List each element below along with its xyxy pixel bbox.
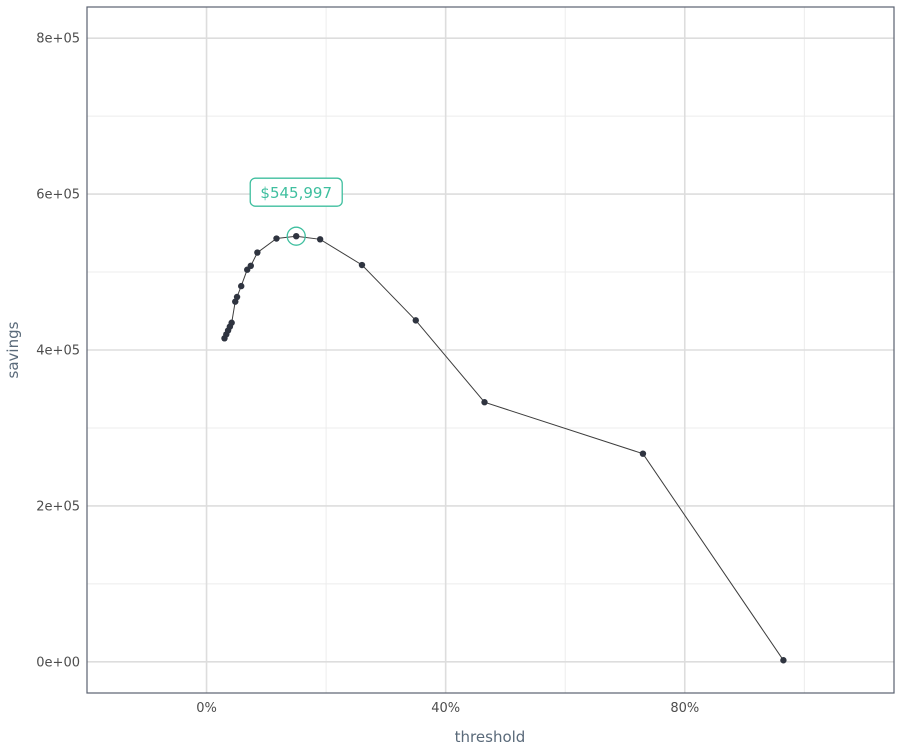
x-tick-label: 40% bbox=[431, 701, 460, 716]
x-axis-title: threshold bbox=[455, 728, 526, 746]
data-point bbox=[273, 235, 280, 242]
highlight-annotation: $545,997 bbox=[249, 177, 343, 246]
highlight-label: $545,997 bbox=[260, 184, 332, 202]
y-tick-label: 0e+00 bbox=[36, 655, 80, 670]
data-point bbox=[233, 293, 241, 301]
panel-border bbox=[86, 6, 895, 694]
x-axis-ticks: 0% 40% 80% bbox=[196, 701, 699, 716]
data-point bbox=[228, 319, 235, 326]
y-tick-label: 8e+05 bbox=[36, 32, 80, 47]
y-tick-label: 6e+05 bbox=[36, 188, 80, 203]
data-point bbox=[247, 262, 254, 270]
highlight-ring bbox=[286, 226, 306, 246]
data-point bbox=[639, 450, 647, 457]
y-axis-title: savings bbox=[4, 321, 22, 378]
x-tick-label: 0% bbox=[196, 701, 217, 716]
y-tick-label: 4e+05 bbox=[36, 344, 80, 359]
data-point bbox=[358, 261, 366, 269]
y-tick-label: 2e+05 bbox=[36, 499, 80, 514]
data-point bbox=[481, 399, 488, 406]
data-point bbox=[780, 657, 787, 664]
data-series bbox=[221, 232, 787, 664]
highlight-label-box bbox=[249, 177, 343, 207]
data-point bbox=[238, 282, 245, 290]
data-point bbox=[254, 249, 261, 256]
grid-lines bbox=[86, 7, 894, 693]
data-point bbox=[412, 317, 419, 324]
data-point bbox=[293, 232, 300, 240]
y-axis-ticks: 0e+00 2e+05 4e+05 6e+05 8e+05 bbox=[36, 32, 80, 671]
x-tick-label: 80% bbox=[670, 701, 699, 716]
data-point bbox=[316, 236, 324, 243]
